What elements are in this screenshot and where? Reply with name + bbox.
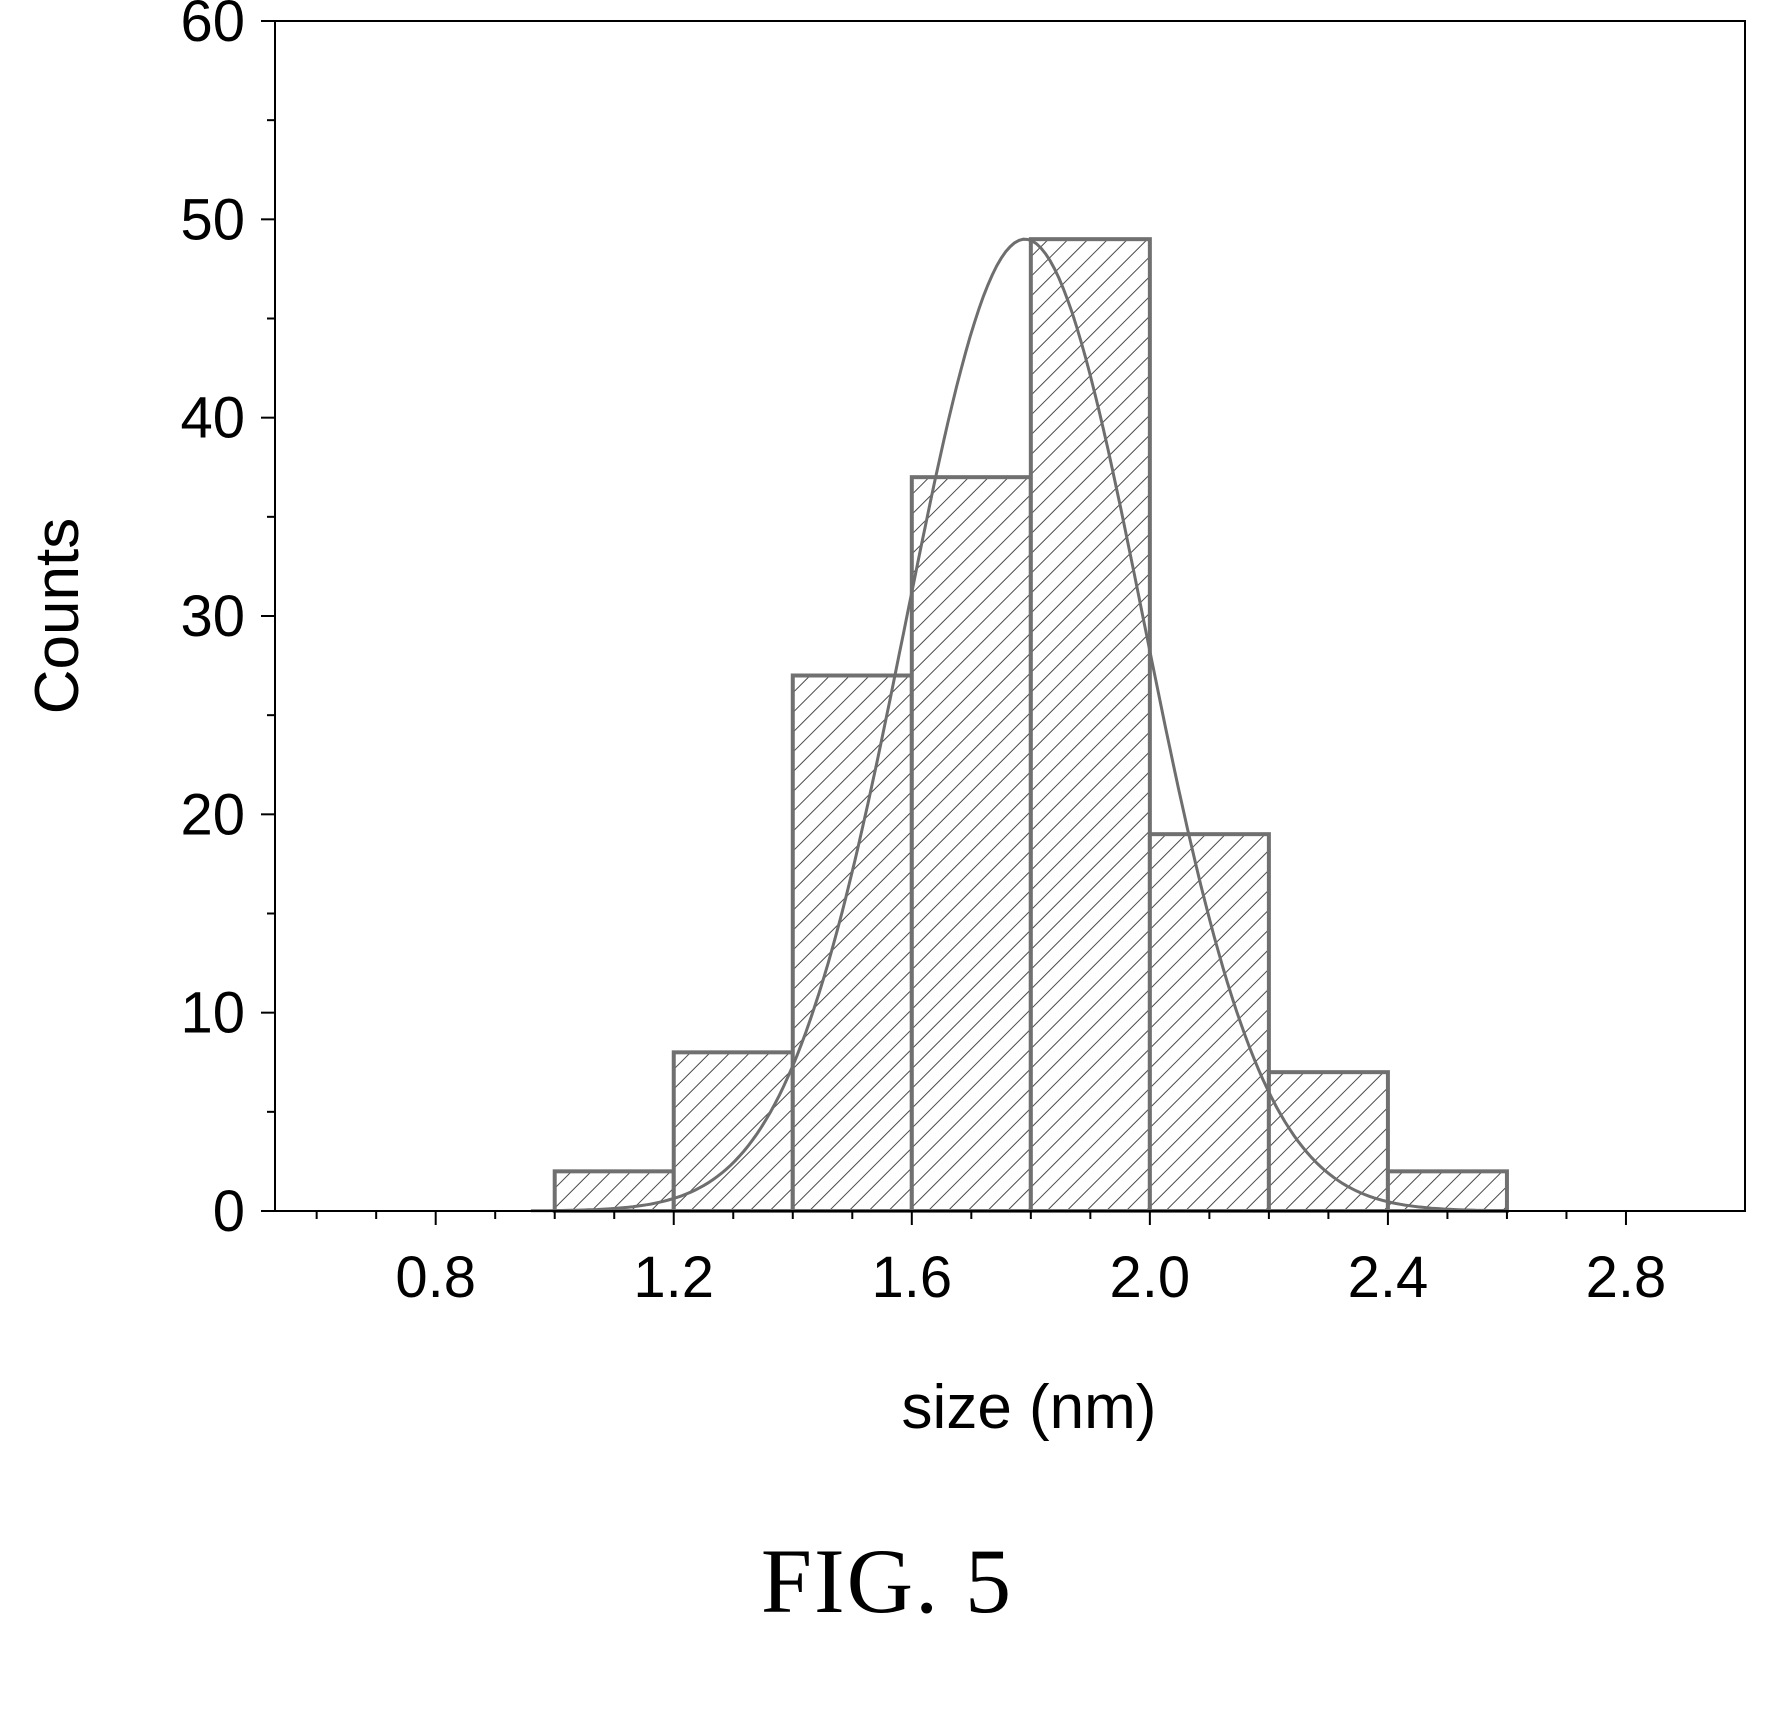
histogram-bar bbox=[552, 1169, 676, 1214]
gaussian-fit-curve bbox=[530, 237, 1507, 1213]
x-tick-label: 2.0 bbox=[1110, 1245, 1191, 1310]
axis-ticks bbox=[261, 20, 1627, 1225]
y-axis-title: Counts bbox=[23, 518, 92, 714]
y-tick-label: 0 bbox=[213, 1179, 245, 1244]
y-tick-label: 50 bbox=[180, 187, 245, 252]
y-tick-label: 20 bbox=[180, 782, 245, 847]
histogram-bar bbox=[1147, 832, 1271, 1214]
y-tick-label: 30 bbox=[180, 584, 245, 649]
x-tick-label: 2.4 bbox=[1348, 1245, 1429, 1310]
figure-caption: FIG. 5 bbox=[760, 1530, 1014, 1632]
x-tick-label: 1.6 bbox=[871, 1245, 952, 1310]
y-tick-label: 60 bbox=[180, 0, 245, 54]
histogram-bar bbox=[909, 475, 1033, 1213]
histogram-bar bbox=[1266, 1070, 1390, 1213]
y-tick-label: 10 bbox=[180, 981, 245, 1046]
histogram-bar bbox=[671, 1050, 795, 1214]
tick-labels: 0 10 20 30 40 50 60 0.8 1.2 1.6 2.0 2.4 2.8 bbox=[180, 0, 1666, 1310]
histogram-bar bbox=[790, 673, 914, 1213]
x-tick-label: 1.2 bbox=[633, 1245, 714, 1310]
x-axis-title: size (nm) bbox=[902, 1373, 1157, 1442]
histogram-bar bbox=[1028, 237, 1152, 1213]
x-tick-label: 2.8 bbox=[1586, 1245, 1667, 1310]
y-tick-label: 40 bbox=[180, 386, 245, 451]
histogram-bars bbox=[552, 237, 1509, 1214]
x-tick-label: 0.8 bbox=[395, 1245, 476, 1310]
